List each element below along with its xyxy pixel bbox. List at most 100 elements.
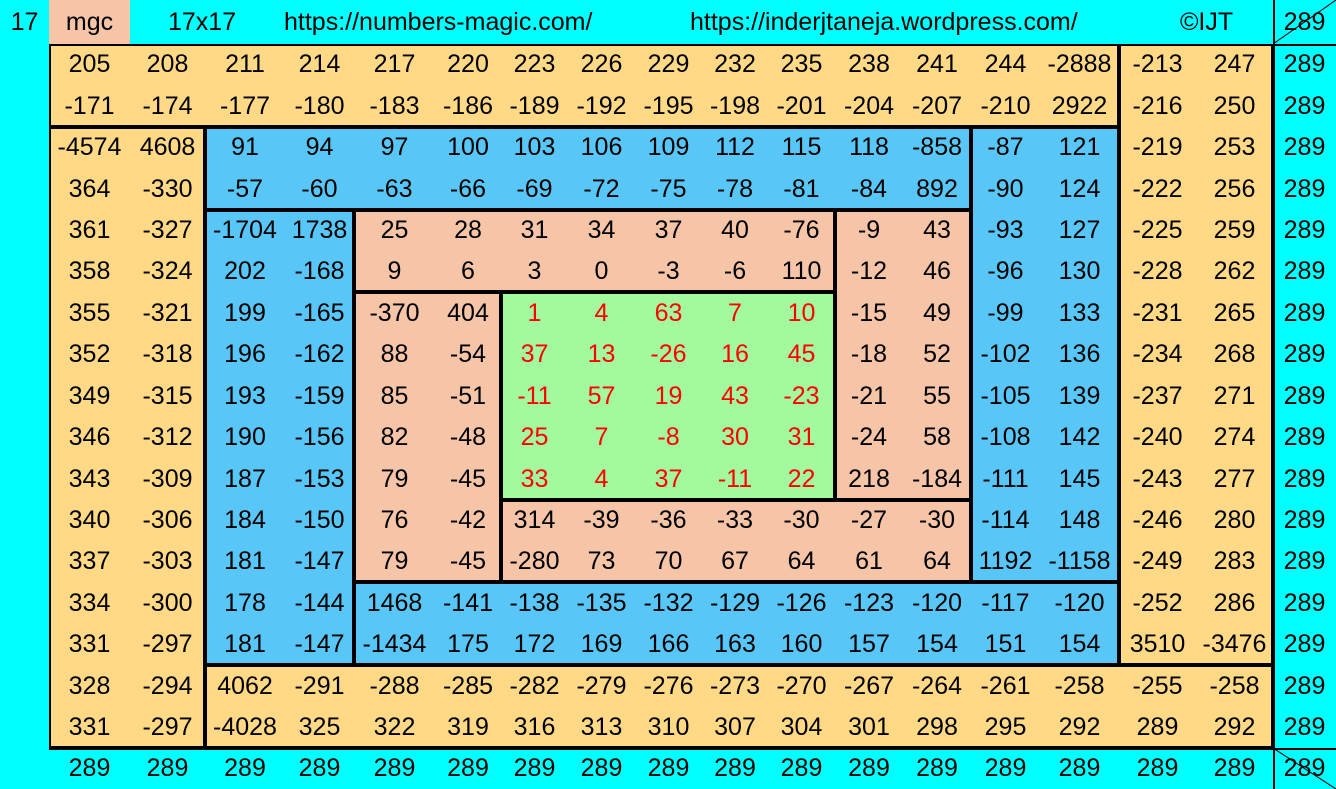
grid-cell[interactable]: -42 (435, 500, 501, 541)
grid-cell[interactable]: 160 (768, 624, 835, 665)
grid-cell[interactable]: 253 (1196, 127, 1273, 168)
grid-cell[interactable]: 202 (205, 251, 285, 292)
grid-cell[interactable]: -370 (354, 292, 435, 334)
grid-cell[interactable]: -297 (130, 624, 205, 665)
grid-cell[interactable]: -75 (635, 168, 702, 210)
grid-cell[interactable]: 310 (635, 707, 702, 748)
grid-cell[interactable]: -76 (768, 210, 835, 251)
grid-cell[interactable]: 79 (354, 458, 435, 500)
grid-cell[interactable]: 63 (635, 292, 702, 334)
grid-cell[interactable]: 259 (1196, 210, 1273, 251)
grid-cell[interactable]: 136 (1040, 334, 1119, 375)
grid-cell[interactable]: 13 (568, 334, 635, 375)
grid-cell[interactable]: -21 (835, 375, 903, 417)
grid-cell[interactable]: 70 (635, 541, 702, 582)
grid-cell[interactable]: 358 (49, 251, 130, 292)
grid-cell[interactable]: 22 (768, 458, 835, 500)
row-label-cell[interactable] (0, 44, 49, 85)
column-sum-cell[interactable]: 289 (903, 748, 971, 789)
grid-cell[interactable]: -120 (1040, 582, 1119, 624)
grid-cell[interactable]: -222 (1119, 168, 1196, 210)
row-sum-cell[interactable]: 289 (1273, 665, 1336, 707)
grid-cell[interactable]: -23 (768, 375, 835, 417)
grid-cell[interactable]: -243 (1119, 458, 1196, 500)
grid-cell[interactable]: 277 (1196, 458, 1273, 500)
grid-cell[interactable]: -321 (130, 292, 205, 334)
grid-cell[interactable]: 157 (835, 624, 903, 665)
grid-cell[interactable]: -141 (435, 582, 501, 624)
grid-cell[interactable]: 4608 (130, 127, 205, 168)
grid-cell[interactable]: -183 (354, 85, 435, 127)
grid-cell[interactable]: -252 (1119, 582, 1196, 624)
grid-cell[interactable]: -129 (702, 582, 768, 624)
grid-cell[interactable]: 187 (205, 458, 285, 500)
grid-cell[interactable]: -99 (971, 292, 1040, 334)
grid-cell[interactable]: 298 (903, 707, 971, 748)
grid-cell[interactable]: 79 (354, 541, 435, 582)
grid-cell[interactable]: 127 (1040, 210, 1119, 251)
grid-cell[interactable]: -69 (501, 168, 568, 210)
grid-cell[interactable]: -174 (130, 85, 205, 127)
grid-cell[interactable]: -45 (435, 541, 501, 582)
grid-cell[interactable]: 100 (435, 127, 501, 168)
grid-cell[interactable]: -138 (501, 582, 568, 624)
grid-cell[interactable]: -234 (1119, 334, 1196, 375)
column-sum-cell[interactable]: 289 (354, 748, 435, 789)
grid-cell[interactable]: -237 (1119, 375, 1196, 417)
grid-cell[interactable]: 331 (49, 707, 130, 748)
grid-cell[interactable]: -288 (354, 665, 435, 707)
grid-cell[interactable]: 4062 (205, 665, 285, 707)
grid-cell[interactable]: -126 (768, 582, 835, 624)
grid-cell[interactable]: 55 (903, 375, 971, 417)
grid-cell[interactable]: 892 (903, 168, 971, 210)
grid-cell[interactable]: 73 (568, 541, 635, 582)
grid-cell[interactable]: -294 (130, 665, 205, 707)
column-sum-cell[interactable]: 289 (768, 748, 835, 789)
grid-cell[interactable]: 31 (768, 417, 835, 458)
grid-cell[interactable]: 154 (1040, 624, 1119, 665)
grid-cell[interactable]: 67 (702, 541, 768, 582)
row-label-cell[interactable] (0, 665, 49, 707)
grid-cell[interactable]: 178 (205, 582, 285, 624)
column-sum-cell[interactable]: 289 (1196, 748, 1273, 789)
grid-cell[interactable]: 30 (702, 417, 768, 458)
column-sum-cell[interactable]: 289 (285, 748, 354, 789)
grid-cell[interactable]: 208 (130, 44, 205, 85)
grid-cell[interactable]: 364 (49, 168, 130, 210)
row-label-cell[interactable] (0, 210, 49, 251)
grid-cell[interactable]: -255 (1119, 665, 1196, 707)
grid-cell[interactable]: -1434 (354, 624, 435, 665)
grid-cell[interactable]: 151 (971, 624, 1040, 665)
grid-cell[interactable]: -297 (130, 707, 205, 748)
grid-cell[interactable]: 31 (501, 210, 568, 251)
grid-cell[interactable]: -201 (768, 85, 835, 127)
grid-cell[interactable]: 241 (903, 44, 971, 85)
grid-cell[interactable]: 349 (49, 375, 130, 417)
grid-cell[interactable]: 25 (501, 417, 568, 458)
grid-cell[interactable]: -312 (130, 417, 205, 458)
grid-cell[interactable]: 49 (903, 292, 971, 334)
grid-cell[interactable]: 109 (635, 127, 702, 168)
column-sum-cell[interactable]: 289 (971, 748, 1040, 789)
grid-cell[interactable]: -213 (1119, 44, 1196, 85)
row-sum-cell[interactable]: 289 (1273, 375, 1336, 417)
grid-cell[interactable]: -162 (285, 334, 354, 375)
grid-cell[interactable]: -81 (768, 168, 835, 210)
grid-cell[interactable]: 247 (1196, 44, 1273, 85)
grid-cell[interactable]: 145 (1040, 458, 1119, 500)
row-label-cell[interactable] (0, 541, 49, 582)
grid-cell[interactable]: -93 (971, 210, 1040, 251)
grid-cell[interactable]: -264 (903, 665, 971, 707)
grid-cell[interactable]: 280 (1196, 500, 1273, 541)
grid-cell[interactable]: 148 (1040, 500, 1119, 541)
grid-cell[interactable]: -249 (1119, 541, 1196, 582)
grid-cell[interactable]: 331 (49, 624, 130, 665)
grid-cell[interactable]: -57 (205, 168, 285, 210)
grid-cell[interactable]: 43 (903, 210, 971, 251)
column-sum-cell[interactable]: 289 (49, 748, 130, 789)
grid-cell[interactable]: 265 (1196, 292, 1273, 334)
grid-cell[interactable]: -54 (435, 334, 501, 375)
column-sum-cell[interactable]: 289 (835, 748, 903, 789)
row-sum-cell[interactable]: 289 (1273, 334, 1336, 375)
grid-cell[interactable]: -135 (568, 582, 635, 624)
